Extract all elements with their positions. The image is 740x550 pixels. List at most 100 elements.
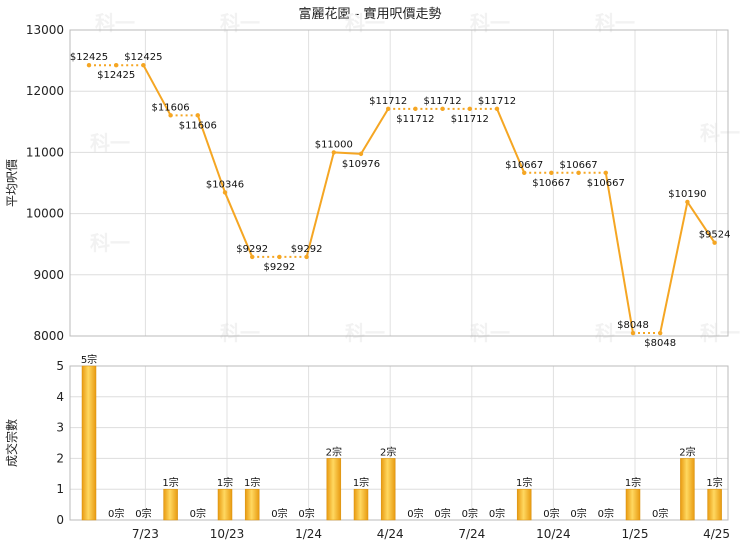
volume-ytick-3: 3 [56, 421, 64, 435]
price-label-14: $11712 [451, 114, 489, 125]
volume-y-axis-title: 成交宗數 [4, 419, 19, 467]
price-point-3 [168, 113, 173, 118]
price-segment-19 [604, 172, 634, 334]
volume-bar-label-3: 1宗 [162, 476, 178, 489]
watermark-6: 科一 [90, 131, 130, 155]
volume-bar-label-8: 0宗 [298, 507, 314, 520]
price-segment-4 [196, 114, 226, 193]
price-point-4 [195, 113, 200, 118]
price-point-21 [658, 330, 663, 336]
watermark-11: 科一 [700, 321, 740, 345]
x-tick-6: 1/25 [622, 527, 649, 541]
watermark-3: 科一 [470, 11, 510, 35]
volume-ytick-5: 5 [56, 359, 64, 373]
volume-bar-label-20: 1宗 [625, 476, 641, 489]
volume-bar-label-5: 1宗 [217, 476, 233, 489]
watermark-0: 科一 [95, 11, 135, 35]
price-label-16: $10667 [505, 160, 543, 171]
price-segment-8 [305, 152, 335, 258]
price-segment-10 [360, 108, 390, 155]
volume-bar-11 [380, 458, 396, 521]
price-ytick-4: 12000 [26, 84, 64, 98]
volume-ytick-1: 1 [56, 482, 64, 496]
price-label-8: $9292 [291, 244, 323, 255]
price-label-17: $10667 [532, 178, 570, 189]
price-segment-9 [333, 151, 362, 155]
price-label-6: $9292 [236, 244, 268, 255]
price-line [86, 62, 717, 336]
price-point-7 [277, 254, 282, 260]
price-point-5 [222, 190, 228, 195]
price-segment-15 [496, 108, 526, 174]
price-point-9 [331, 150, 336, 155]
price-point-2 [141, 62, 146, 68]
price-point-19 [603, 170, 608, 175]
price-label-1: $12425 [97, 70, 135, 81]
volume-bar-label-1: 0宗 [108, 507, 124, 520]
watermark-10: 科一 [595, 321, 635, 345]
volume-bar-label-0: 5宗 [81, 353, 97, 366]
volume-bar-label-14: 0宗 [462, 507, 478, 520]
volume-bar-label-12: 0宗 [407, 507, 423, 520]
price-ytick-1: 9000 [33, 268, 64, 282]
price-point-23 [712, 240, 717, 245]
price-point-12 [413, 106, 418, 112]
x-tick-0: 7/23 [132, 527, 159, 541]
volume-bar-label-21: 0宗 [652, 507, 668, 520]
watermark-9: 科一 [470, 321, 510, 345]
volume-bar-23 [707, 488, 722, 521]
price-point-14 [467, 106, 472, 112]
volume-ytick-4: 4 [56, 390, 64, 404]
price-point-18 [576, 170, 581, 175]
volume-bar-label-22: 2宗 [679, 445, 695, 458]
volume-plot-frame [69, 365, 729, 521]
price-label-20: $8048 [617, 320, 649, 331]
volume-bar-3 [163, 488, 178, 521]
price-label-19: $10667 [587, 178, 625, 189]
price-point-13 [440, 106, 445, 112]
watermark-2: 科一 [345, 11, 385, 35]
x-tick-5: 10/24 [536, 527, 571, 541]
watermark-5: 科一 [700, 121, 740, 145]
volume-bar-0 [81, 365, 97, 521]
price-label-10: $10976 [342, 159, 380, 170]
price-ytick-0: 8000 [33, 329, 64, 343]
price-segment-5 [224, 192, 254, 258]
volume-bar-9 [326, 458, 342, 521]
price-segment-22 [686, 201, 716, 244]
volume-bar-20 [625, 488, 641, 521]
price-point-1 [114, 62, 119, 68]
price-label-13: $11712 [424, 96, 462, 107]
price-point-16 [522, 170, 527, 175]
price-ytick-2: 10000 [26, 207, 64, 221]
volume-bar-label-16: 1宗 [516, 476, 532, 489]
volume-bar-label-13: 0宗 [434, 507, 450, 520]
price-y-axis-title: 平均呎價 [5, 159, 19, 207]
price-label-0: $12425 [70, 52, 108, 63]
price-grid: 8000 9000 10000 11000 12000 13000 [26, 23, 729, 343]
price-label-9: $11000 [315, 139, 353, 150]
price-point-17 [549, 170, 554, 175]
price-point-8 [304, 254, 309, 260]
price-ytick-3: 11000 [26, 145, 64, 159]
price-label-2: $12425 [124, 52, 162, 63]
price-label-21: $8048 [644, 338, 676, 349]
price-label-3: $11606 [152, 102, 190, 113]
price-point-6 [250, 254, 255, 260]
price-label-22: $10190 [668, 189, 706, 200]
price-label-15: $11712 [478, 96, 516, 107]
volume-bar-label-18: 0宗 [570, 507, 586, 520]
watermark-1: 科一 [220, 11, 260, 35]
watermark-8: 科一 [345, 321, 385, 345]
x-tick-7: 4/25 [703, 527, 730, 541]
volume-bar-label-19: 0宗 [598, 507, 614, 520]
price-point-0 [86, 62, 92, 68]
data-labels: 5宗 0宗 0宗 1宗 0宗 1宗 1宗 0宗 0宗 2宗 1宗 2宗 0宗 0宗 0宗 0宗 1宗 0宗 0宗 0宗… [70, 52, 731, 520]
volume-bar-16 [516, 488, 532, 521]
price-point-20 [630, 330, 636, 336]
price-segment-21 [659, 201, 689, 334]
volume-bar-label-15: 0宗 [489, 507, 505, 520]
price-point-22 [685, 199, 690, 205]
